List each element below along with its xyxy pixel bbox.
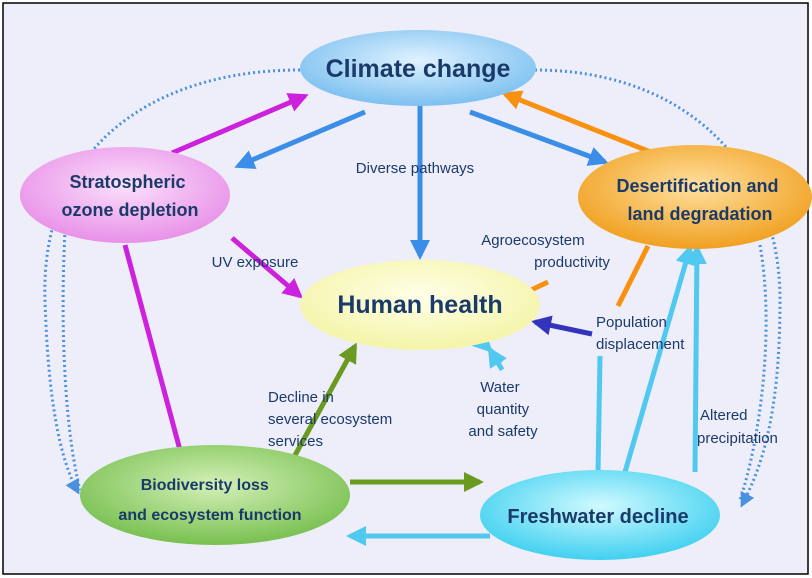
label-line: and safety <box>468 423 538 440</box>
label-line: Decline in <box>268 389 334 406</box>
node-shape <box>80 445 350 545</box>
edge-label: Altered precipitation <box>697 407 778 447</box>
node-line: Desertification and <box>616 176 778 196</box>
label-line: Altered <box>700 407 748 424</box>
node-line: Stratospheric <box>69 172 185 192</box>
node-label: Stratospheric ozone depletion <box>62 172 199 220</box>
node-label: Desertification and land degradation <box>616 176 783 224</box>
edge-label: Decline in several ecosystem services <box>268 389 396 450</box>
node-line: land degradation <box>627 204 772 224</box>
label-line: several ecosystem <box>268 411 392 428</box>
node-label: Human health <box>337 291 502 319</box>
label-line: quantity <box>477 401 530 418</box>
edge-label: Agroecosystem productivity <box>481 232 610 271</box>
edge-label: Water quantity and safety <box>468 379 538 440</box>
label-line: precipitation <box>697 430 778 447</box>
node-label: Biodiversity loss and ecosystem function <box>118 477 301 524</box>
node-shape <box>20 147 230 243</box>
node-shape <box>578 145 812 249</box>
edge-label: Diverse pathways <box>356 160 474 177</box>
label-line: Population <box>596 314 667 331</box>
node-shape <box>480 470 720 560</box>
node-line: ozone depletion <box>62 200 199 220</box>
edge-label: UV exposure <box>212 254 299 271</box>
node-label: Freshwater decline <box>507 506 688 528</box>
node-line: and ecosystem function <box>118 507 301 524</box>
label-line: services <box>268 433 323 450</box>
edge-label: Population displacement <box>596 314 685 353</box>
dotted-links <box>43 68 782 508</box>
label-line: productivity <box>534 254 610 271</box>
node-line: Biodiversity loss <box>141 477 269 494</box>
label-line: Agroecosystem <box>481 232 584 249</box>
label-line: Water <box>480 379 519 396</box>
label-line: displacement <box>596 336 685 353</box>
node-shape <box>300 260 540 350</box>
node-label: Climate change <box>326 55 511 83</box>
node-shape <box>300 30 536 106</box>
